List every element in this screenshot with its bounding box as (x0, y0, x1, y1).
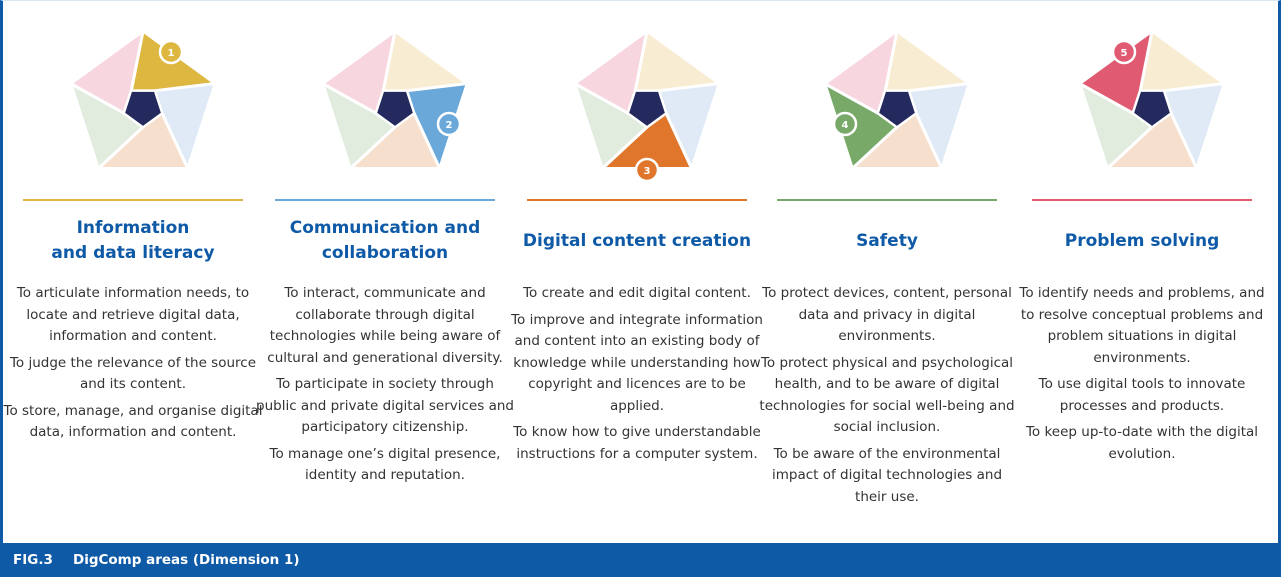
pentagon-center (374, 89, 416, 129)
area-title-line-1: Communication and (289, 218, 481, 238)
figure-number: FIG.3 (13, 552, 53, 568)
area-description-1: To articulate information needs, to loca… (3, 283, 263, 449)
area-description-4: To protect devices, content, personal da… (757, 283, 1017, 513)
area-column-3: 3 Digital content creation To create and… (511, 1, 763, 541)
area-title-1: Information and data literacy (3, 213, 263, 269)
area-divider-2 (275, 199, 495, 201)
area-title-line-1: Problem solving (1064, 230, 1220, 251)
description-item: To participate in society through public… (256, 376, 514, 435)
description-item: To identify needs and problems, and to r… (1019, 285, 1265, 366)
area-description-5: To identify needs and problems, and to r… (1012, 283, 1272, 470)
description-item: To keep up-to-date with the digital evol… (1025, 424, 1259, 462)
area-pentagon-4: 4 (823, 29, 971, 170)
area-title-4: Safety (757, 213, 1017, 269)
area-number-badge (158, 39, 184, 65)
area-description-2: To interact, communicate and collaborate… (255, 283, 515, 492)
area-pentagon-5: 5 (1078, 29, 1226, 170)
figure-caption-bar: FIG.3 DigComp areas (Dimension 1) (0, 543, 1281, 577)
area-number-badge (634, 157, 660, 183)
area-number-label: 1 (168, 48, 175, 59)
area-title-line-2: collaboration (321, 243, 449, 263)
figure-caption: DigComp areas (Dimension 1) (73, 552, 300, 568)
area-number-label: 2 (446, 120, 453, 131)
area-column-2: 2 Communication and collaboration To int… (256, 1, 514, 541)
area-column-4: 4 Safety To protect devices, content, pe… (759, 1, 1015, 541)
area-number-badge (832, 111, 858, 137)
pentagon-center (626, 89, 668, 129)
description-item: To create and edit digital content. (523, 285, 751, 301)
area-divider-4 (777, 199, 997, 201)
segment-top-right (381, 29, 469, 93)
segment-top-right (883, 29, 971, 93)
pentagon-center (876, 89, 918, 129)
area-divider-1 (23, 199, 243, 201)
description-item: To articulate information needs, to loca… (16, 285, 250, 344)
area-pentagon-3: 3 (573, 29, 721, 183)
description-item: To judge the relevance of the source and… (9, 354, 257, 393)
area-title-5: Problem solving (1012, 213, 1272, 269)
area-number-badge (436, 111, 462, 137)
segment-top-right (1138, 29, 1226, 93)
area-title-3: Digital content creation (507, 213, 767, 269)
area-number-label: 4 (842, 120, 849, 131)
description-item: To protect devices, content, personal da… (762, 285, 1012, 344)
area-divider-3 (527, 199, 747, 201)
description-item: To be aware of the environmental impact … (771, 445, 1003, 505)
area-divider-5 (1032, 199, 1252, 201)
description-item: To interact, communicate and collaborate… (267, 285, 503, 366)
area-pentagon-2: 2 (321, 29, 469, 170)
pentagon-center (1131, 89, 1173, 129)
area-number-badge (1111, 39, 1137, 65)
pentagon-center (122, 89, 164, 129)
area-title-line-1: Digital content creation (522, 230, 752, 251)
description-item: To manage one’s digital presence, identi… (269, 445, 501, 484)
segment-top-right (633, 29, 721, 93)
description-item: To improve and integrate information and… (511, 311, 763, 414)
area-column-5: 5 Problem solving To identify needs and … (1019, 1, 1265, 541)
area-title-line-1: Safety (856, 230, 918, 251)
area-title-line-2: and data literacy (51, 243, 215, 263)
area-title-line-1: Information (76, 218, 190, 238)
description-item: To know how to give understandable instr… (513, 424, 761, 462)
area-title-2: Communication and collaboration (255, 213, 515, 269)
area-number-label: 5 (1121, 48, 1128, 59)
description-item: To use digital tools to innovate process… (1038, 376, 1246, 414)
description-item: To protect physical and psychological he… (759, 354, 1015, 436)
area-column-1: 1 Information and data literacy To artic… (4, 1, 262, 541)
description-item: To store, manage, and organise digital d… (3, 402, 263, 441)
area-number-label: 3 (644, 166, 651, 177)
area-description-3: To create and edit digital content. To i… (507, 283, 767, 470)
area-pentagon-1: 1 (69, 29, 217, 170)
